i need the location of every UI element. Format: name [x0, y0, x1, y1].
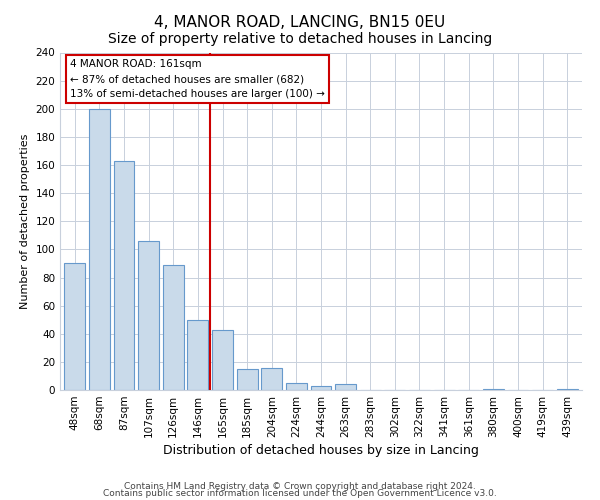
X-axis label: Distribution of detached houses by size in Lancing: Distribution of detached houses by size …	[163, 444, 479, 457]
Bar	[483, 388, 504, 390]
Bar	[261, 368, 282, 390]
Text: 4 MANOR ROAD: 161sqm
← 87% of detached houses are smaller (682)
13% of semi-deta: 4 MANOR ROAD: 161sqm ← 87% of detached h…	[70, 59, 325, 99]
Bar	[557, 388, 578, 390]
Text: 4, MANOR ROAD, LANCING, BN15 0EU: 4, MANOR ROAD, LANCING, BN15 0EU	[154, 15, 446, 30]
Text: Contains public sector information licensed under the Open Government Licence v3: Contains public sector information licen…	[103, 490, 497, 498]
Text: Size of property relative to detached houses in Lancing: Size of property relative to detached ho…	[108, 32, 492, 46]
Bar	[64, 264, 85, 390]
Bar	[138, 241, 159, 390]
Y-axis label: Number of detached properties: Number of detached properties	[20, 134, 30, 309]
Text: Contains HM Land Registry data © Crown copyright and database right 2024.: Contains HM Land Registry data © Crown c…	[124, 482, 476, 491]
Bar	[335, 384, 356, 390]
Bar	[212, 330, 233, 390]
Bar	[163, 265, 184, 390]
Bar	[311, 386, 331, 390]
Bar	[187, 320, 208, 390]
Bar	[89, 109, 110, 390]
Bar	[113, 161, 134, 390]
Bar	[286, 383, 307, 390]
Bar	[236, 369, 257, 390]
